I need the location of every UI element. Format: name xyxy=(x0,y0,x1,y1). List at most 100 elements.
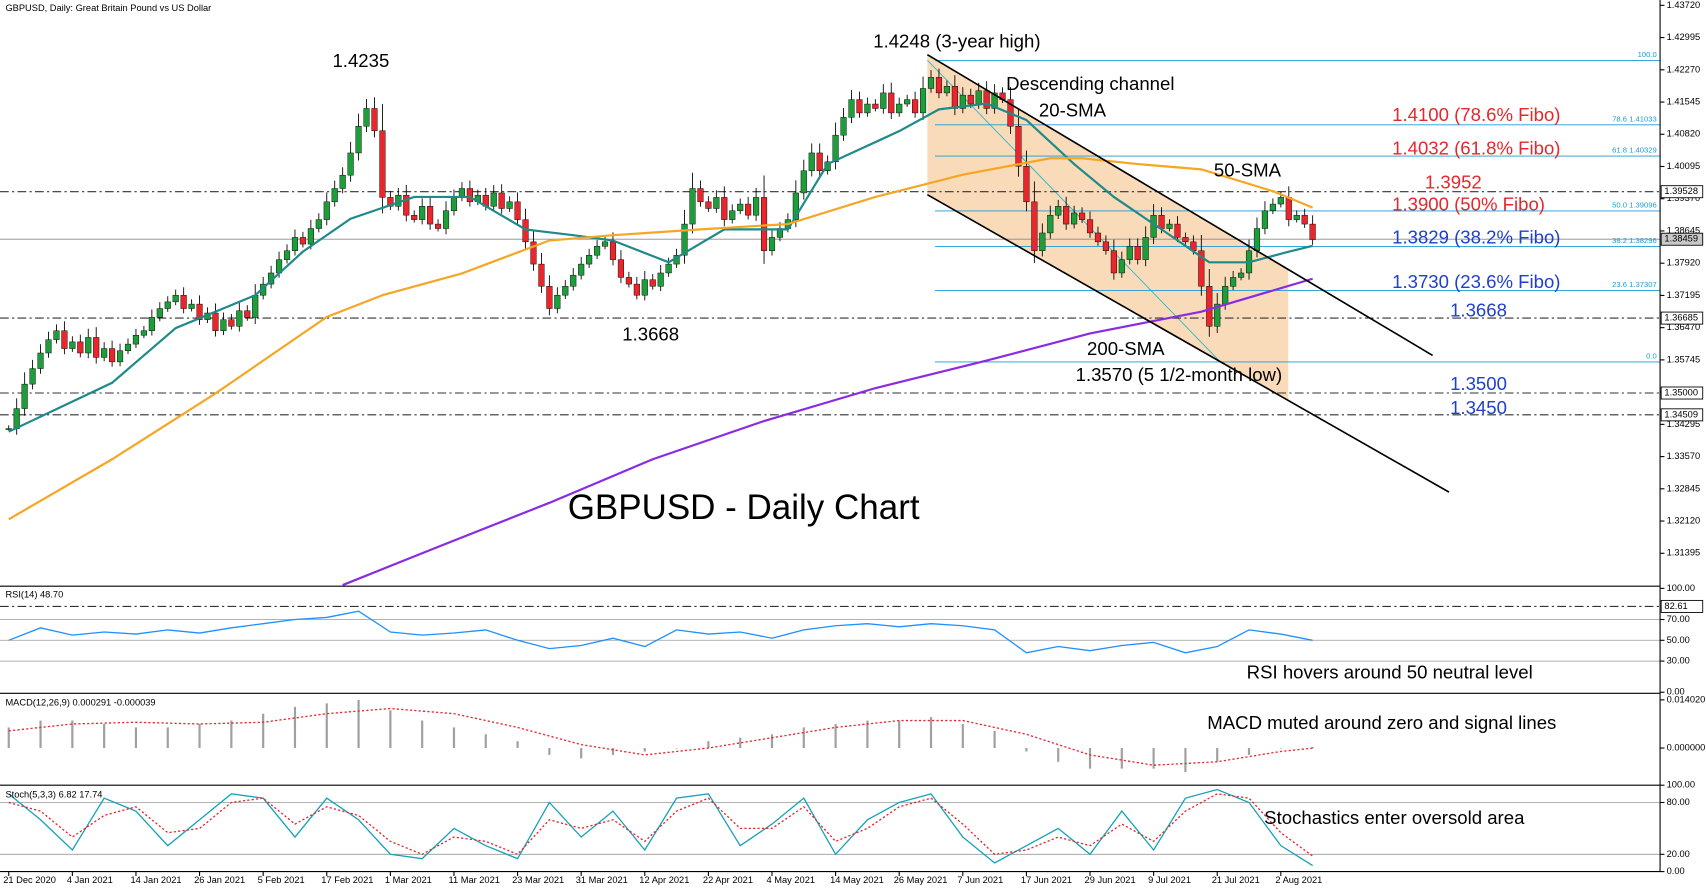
candle-body xyxy=(323,201,330,220)
histogram-bar xyxy=(1057,748,1060,762)
candle-body xyxy=(1285,197,1292,220)
histogram-bar xyxy=(198,723,201,749)
candle-body xyxy=(21,383,28,409)
candle-body xyxy=(1253,228,1261,251)
candle-body xyxy=(753,197,760,216)
fibo-ratio: 61.8 xyxy=(1612,146,1627,155)
candle-body xyxy=(164,301,171,309)
candle-body xyxy=(538,263,545,287)
candle-body xyxy=(1102,241,1109,251)
histogram-bar xyxy=(357,699,360,749)
candle-body xyxy=(1166,223,1173,229)
histogram-bar xyxy=(1088,748,1092,769)
y-tick-label: 1.39370 xyxy=(1667,193,1701,203)
candle-body xyxy=(967,94,974,105)
y-tick-label: 1.35745 xyxy=(1667,354,1701,364)
candle-body xyxy=(220,319,227,331)
y-tick-label: 1.40820 xyxy=(1667,129,1701,139)
level-box xyxy=(1660,386,1704,400)
candle-body xyxy=(363,108,370,127)
level-box xyxy=(1660,185,1704,199)
candle-body xyxy=(196,303,203,320)
candle-body xyxy=(435,223,442,229)
histogram-bar xyxy=(7,727,10,749)
y-tick-label: 1.34295 xyxy=(1667,419,1701,429)
histogram-bar xyxy=(707,741,710,749)
current-price-box xyxy=(1660,232,1704,246)
candle-body xyxy=(1126,246,1133,260)
candle-body xyxy=(156,308,163,318)
annotation: 1.4235 xyxy=(332,50,389,71)
candle-body xyxy=(109,348,116,363)
candle-body xyxy=(252,294,259,318)
candle-body xyxy=(800,170,807,194)
histogram-bar xyxy=(293,706,297,749)
candle-body xyxy=(442,210,450,229)
histogram-bar xyxy=(739,737,742,749)
candle-body xyxy=(1277,197,1284,205)
candle-body xyxy=(1063,206,1070,225)
histogram-bar xyxy=(166,727,169,749)
candle-body xyxy=(1198,250,1205,287)
candle-body xyxy=(768,237,776,251)
candle-body xyxy=(355,126,362,154)
candle-body xyxy=(180,294,187,309)
histogram-bar xyxy=(675,748,678,749)
candle-body xyxy=(124,343,132,351)
fibo-ratio: 100.0 xyxy=(1638,50,1657,59)
series-line xyxy=(8,610,1313,654)
y-tick-label: 100.00 xyxy=(1667,583,1695,593)
level-box xyxy=(1660,311,1704,325)
frame xyxy=(0,0,1661,873)
fibo-price: 1.37307 xyxy=(1629,280,1657,289)
histogram-bar xyxy=(961,723,964,749)
fibo-price: 1.38296 xyxy=(1629,236,1657,245)
fibo-price: 1.40329 xyxy=(1629,146,1657,155)
panel-header: RSI(14) 48.70 xyxy=(5,589,63,599)
candle-body xyxy=(1261,210,1268,229)
histogram-bar xyxy=(834,723,837,749)
histogram-bar xyxy=(39,720,42,749)
candle-body xyxy=(641,279,648,296)
fibo-label: 0.0 xyxy=(1646,351,1657,360)
candle-body xyxy=(880,92,887,109)
candle-body xyxy=(601,241,609,247)
histogram-bar xyxy=(611,748,615,755)
candle-body xyxy=(625,277,632,285)
candle-body xyxy=(140,330,147,336)
y-tick-label: 1.38645 xyxy=(1667,225,1701,235)
annotation: Descending channel xyxy=(1006,73,1174,94)
candle-body xyxy=(85,337,92,354)
annotation: 1.4248 (3-year high) xyxy=(873,31,1040,52)
candle-body xyxy=(983,90,990,109)
annotation: RSI hovers around 50 neutral level xyxy=(1247,662,1533,683)
candle-body xyxy=(228,319,235,327)
level-box xyxy=(1660,599,1704,613)
candle-body xyxy=(339,174,346,189)
candle-body xyxy=(1047,214,1054,234)
x-tick-label: 31 Mar 2021 xyxy=(576,875,628,885)
histogram-bar xyxy=(1152,748,1155,769)
series-label: 20-SMA xyxy=(1039,99,1107,120)
x-tick-label: 23 Mar 2021 xyxy=(512,875,564,885)
histogram-bar xyxy=(103,723,106,749)
y-tick-label: 1.32120 xyxy=(1667,516,1701,526)
histogram-bar xyxy=(1216,748,1219,762)
candle-body xyxy=(315,219,322,229)
candle-body xyxy=(697,188,704,203)
histogram-bar xyxy=(325,703,328,749)
candle-body xyxy=(824,161,831,171)
candle-body xyxy=(546,286,553,309)
candle-body xyxy=(371,108,378,131)
y-tick-label: 100.00 xyxy=(1667,780,1695,790)
candle-body xyxy=(1206,286,1213,327)
y-tick-label: 70.00 xyxy=(1667,614,1690,624)
candle-body xyxy=(649,279,656,287)
candle-body xyxy=(291,237,299,251)
annotation: 1.4032 (61.8% Fibo) xyxy=(1392,138,1560,159)
fibo-label: 38.2 1.38296 xyxy=(1612,236,1657,245)
series-line xyxy=(8,157,1314,521)
x-tick-label: 14 Jan 2021 xyxy=(130,875,181,885)
y-tick-label: 0.000000 xyxy=(1667,742,1706,752)
